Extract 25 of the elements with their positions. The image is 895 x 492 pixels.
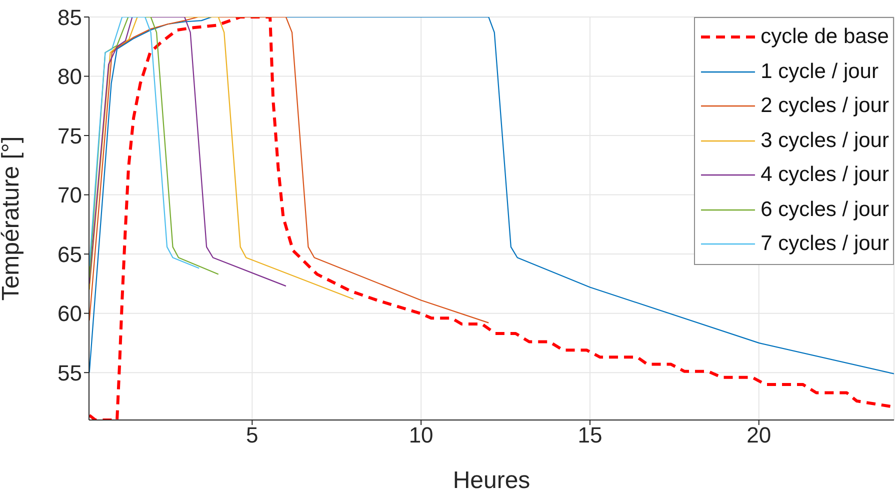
x-tick-label: 20 (746, 422, 772, 448)
y-tick-label: 80 (58, 64, 82, 90)
legend-label: 2 cycles / jour (760, 94, 889, 118)
x-tick-label: 5 (246, 422, 258, 448)
legend-label: 6 cycles / jour (760, 198, 889, 222)
y-axis-title: Température [°] (0, 136, 25, 301)
line-series (89, 17, 219, 278)
y-tick-label: 70 (58, 182, 82, 208)
line-series (89, 17, 286, 287)
y-tick-label: 55 (58, 360, 82, 386)
x-axis-title: Heures (452, 467, 530, 492)
legend-label: 1 cycle / jour (760, 60, 878, 84)
line-series (89, 17, 354, 300)
y-tick-label: 60 (58, 301, 82, 326)
legend-label: 4 cycles / jour (760, 163, 889, 188)
legend-label: 3 cycles / jour (760, 128, 889, 153)
x-tick-label: 10 (408, 422, 434, 448)
line-series (89, 17, 200, 269)
y-tick-label: 75 (58, 123, 82, 148)
line-series (89, 17, 490, 324)
y-tick-label: 65 (58, 242, 82, 267)
legend-label: cycle de base (760, 25, 889, 50)
legend-label: 7 cycles / jour (760, 232, 889, 256)
x-tick-label: 15 (578, 422, 602, 448)
y-tick-label: 85 (58, 4, 82, 30)
